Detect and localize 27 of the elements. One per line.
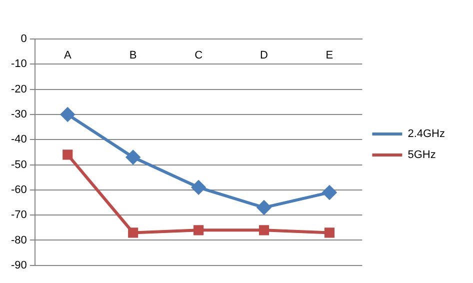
x-tick-label: D [260,50,268,62]
y-tick-label: -70 [10,209,27,222]
point [257,200,272,215]
x-tick-label: B [129,50,137,62]
point [128,228,138,238]
legend-label: 2.4GHz [408,128,446,140]
point [62,150,73,160]
x-tick-label: C [194,50,203,62]
point [192,180,206,194]
y-tick-label: -30 [10,108,27,120]
point [60,107,75,122]
y-tick-label: 0 [20,33,27,46]
point [322,185,336,200]
y-tick-label: -60 [10,184,27,196]
point [194,225,204,236]
x-tick-label: A [64,50,72,62]
y-tick-label: -40 [10,134,27,146]
y-tick-label: -80 [10,234,27,246]
point [126,150,140,164]
x-tick-label: E [326,50,334,62]
point [324,228,335,238]
y-tick-label: -20 [10,83,27,96]
y-tick-label: -90 [10,259,27,272]
legend-label: 5GHz [408,149,436,162]
point [258,225,270,236]
y-tick-label: -10 [10,58,27,70]
y-tick-label: -50 [10,158,27,171]
